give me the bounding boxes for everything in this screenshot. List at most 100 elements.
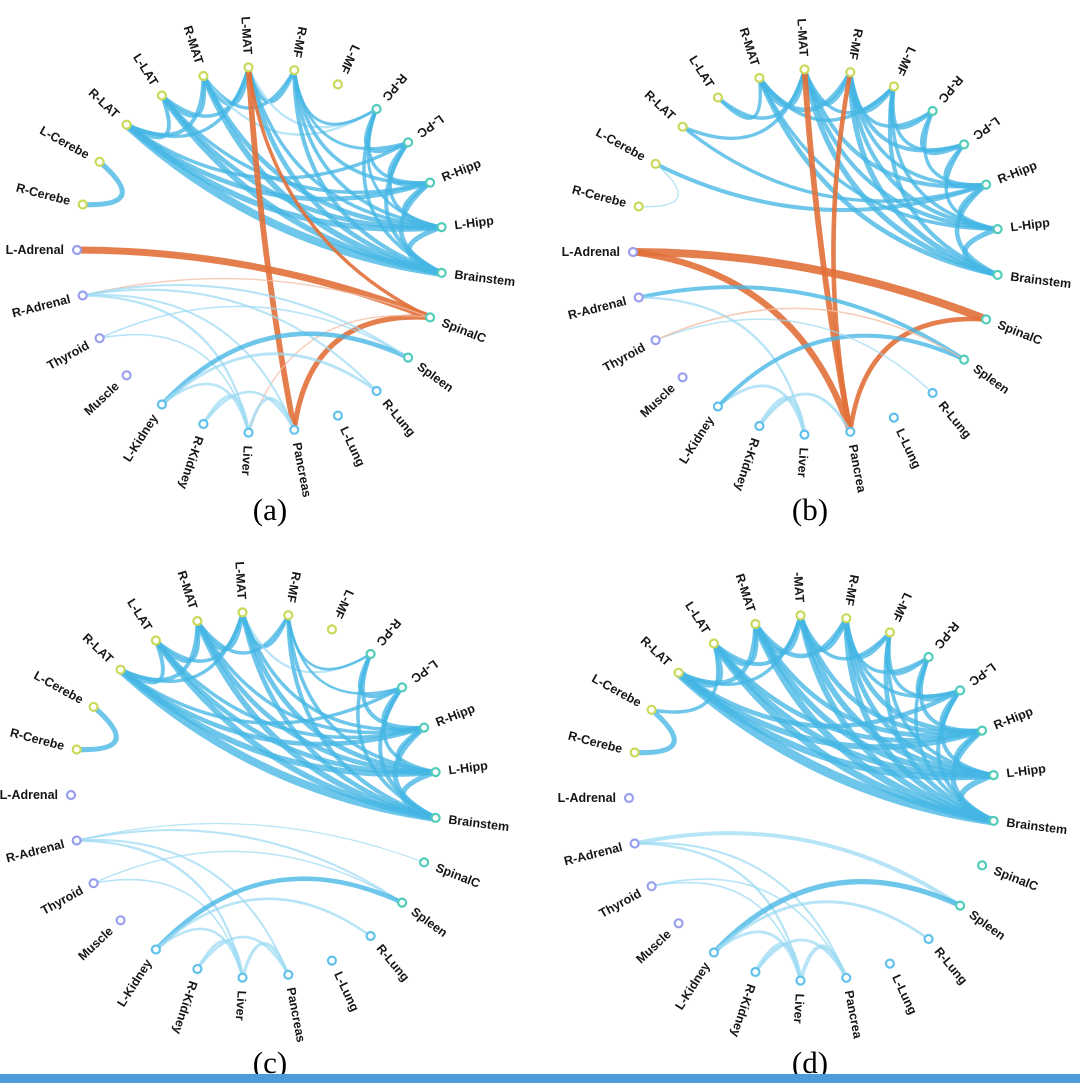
edge-Thyroid-R-Lung <box>654 318 934 394</box>
edge-L-MAT-SpinalC <box>246 65 432 320</box>
edge-R-Adrenal-Spleen <box>81 284 410 359</box>
node-label-L-Adrenal: L-Adrenal <box>562 245 620 259</box>
node-dot-R-MF <box>841 613 852 624</box>
node-label-Muscle: Muscle <box>81 379 122 418</box>
node-dot-R-Kidney <box>192 963 203 975</box>
node-dot-SpinalC <box>977 860 988 871</box>
node-dot-L-Kidney <box>156 399 167 410</box>
node-dot-L-MAT <box>243 62 254 73</box>
node-label-Brainstem: Brainstem <box>1006 816 1068 838</box>
node-label-L-Adrenal: L-Adrenal <box>558 791 616 805</box>
node-dot-Brainstem <box>988 815 999 826</box>
node-dot-L-Adrenal <box>623 792 635 804</box>
node-label-L-Hipp: L-Hipp <box>454 213 495 232</box>
edge-L-MAT-R-Hipp <box>240 610 426 732</box>
node-label-Liver: Liver <box>795 447 811 478</box>
node-dot-L-Adrenal <box>627 246 639 258</box>
edge-L-Kidney-Spleen <box>711 879 963 956</box>
node-label-Spleen: Spleen <box>966 908 1007 943</box>
node-dot-R-Hipp <box>419 722 430 733</box>
edge-L-MAT-L-Hipp <box>240 610 438 775</box>
edge-R-MAT-R-MF <box>195 613 291 655</box>
node-label-R-MAT: R-MAT <box>181 24 207 66</box>
node-dot-R-Kidney <box>754 420 765 432</box>
node-dot-R-Cerebe <box>633 201 644 212</box>
node-dot-L-MF <box>884 627 895 638</box>
node-label-R-Adrenal: R-Adrenal <box>567 294 628 322</box>
edge-Liver-Pancreas <box>798 944 849 983</box>
node-label-R-Kidney: R-Kidney <box>732 436 762 493</box>
edge-R-Adrenal-Pancreas <box>81 293 296 431</box>
node-dot-L-LAT <box>150 635 161 646</box>
node-dot-L-Cerebe <box>650 158 661 169</box>
edge-R-MAT-R-Hipp <box>195 619 426 735</box>
node-dot-SpinalC <box>981 314 992 325</box>
node-label-Pancreas: Pancrea <box>842 989 865 1040</box>
node-label-R-Lung: R-Lung <box>380 397 419 440</box>
node-label-Brainstem: Brainstem <box>1010 270 1072 292</box>
node-dot-L-MF <box>332 79 343 90</box>
edge-L-MF-Brainstem <box>887 84 1000 277</box>
edge-Thyroid-Pancreas <box>650 878 848 979</box>
node-dot-L-Kidney <box>708 947 719 958</box>
edge-Liver-Pancreas <box>246 396 296 435</box>
node-dot-R-LAT <box>115 664 126 675</box>
edge-R-LAT-L-MAT <box>676 613 803 687</box>
node-label-R-LAT: R-LAT <box>638 634 675 669</box>
edge-R-MF-L-Hipp <box>844 615 996 778</box>
node-label-Liver: Liver <box>791 993 807 1024</box>
node-dot-R-Lung <box>927 387 938 399</box>
edge-R-MF-Pancreas <box>831 69 853 435</box>
node-dot-L-LAT <box>156 90 167 101</box>
node-dot-L-Lung <box>888 412 899 423</box>
node-label-R-PC: R-PC <box>374 616 404 648</box>
edge-Thyroid-Spleen <box>92 850 403 904</box>
node-label-R-LAT: R-LAT <box>80 631 117 666</box>
edge-R-MF-R-Hipp <box>292 68 432 185</box>
node-label-Liver: Liver <box>233 990 249 1021</box>
node-label-R-PC: R-PC <box>380 71 410 103</box>
edge-Thyroid-Liver <box>98 333 250 434</box>
node-label-L-Cerebe: L-Cerebe <box>593 125 647 163</box>
connectogram-svg-b: L-MAT R-MF L-MF R-PCL-PC R-Hipp L-Hipp Brainst… <box>562 18 1072 495</box>
node-dot-R-Cerebe <box>629 747 640 758</box>
node-label-L-MAT: L-MAT <box>238 16 254 55</box>
connectogram-panel-b: L-MAT R-MF L-MF R-PC L-PC R-Hipp L-Hipp Brainst… <box>540 0 1080 541</box>
node-dot-L-MF <box>326 624 337 635</box>
edge-L-MF-Brainstem <box>883 630 996 824</box>
node-dot-Muscle <box>121 370 132 381</box>
node-dot-Brainstem <box>430 812 441 823</box>
node-label-Pancreas: Pancrea <box>846 443 869 494</box>
node-dot-L-MF <box>888 81 899 92</box>
edge-L-MAT-Pancreas <box>245 64 298 433</box>
edge-R-MAT-Brainstem <box>200 73 445 276</box>
node-dot-L-PC <box>397 682 408 693</box>
node-dot-L-PC <box>955 685 966 696</box>
node-label-Muscle: Muscle <box>637 381 678 420</box>
node-label-Brainstem: Brainstem <box>448 813 510 835</box>
connectogram-panel-d: -MAT R-MF L-MF R-PC L-PC R-Hipp L-Hipp Brainste… <box>540 541 1080 1082</box>
edge-R-Kidney-Pancreas <box>196 935 290 977</box>
node-dot-R-LAT <box>121 119 132 130</box>
node-dot-R-Lung <box>371 385 382 397</box>
edge-L-Adrenal-SpinalC <box>73 246 434 321</box>
node-label-Pancreas: Pancreas <box>284 986 308 1043</box>
edge-R-MF-Brainstem <box>847 69 1001 278</box>
node-dot-L-Cerebe <box>88 701 99 712</box>
node-dot-R-PC <box>365 648 376 660</box>
node-label-R-Adrenal: R-Adrenal <box>11 292 72 320</box>
edge-L-Kidney-R-Lung <box>160 352 379 406</box>
node-dot-SpinalC <box>425 312 436 323</box>
node-label-L-Kidney: L-Kidney <box>672 960 712 1013</box>
edge-R-Cerebe-L-Cerebe <box>638 163 679 208</box>
node-label-Thyroid: Thyroid <box>45 338 92 372</box>
node-dot-R-MF <box>283 610 294 621</box>
node-dot-Spleen <box>397 897 408 908</box>
node-label-L-MF: L-MF <box>889 591 915 624</box>
connectogram-svg-c: L-MAT R-MF L-MF R-PCL-PC R-Hipp L-Hipp Brainst… <box>0 561 510 1043</box>
node-dot-R-Kidney <box>198 418 209 430</box>
node-label-L-PC: L-PC <box>970 114 1002 142</box>
edge-L-Kidney-Liver <box>154 927 244 979</box>
edge-R-Kidney-Pancreas <box>202 390 296 432</box>
node-dot-Muscle <box>673 918 684 929</box>
